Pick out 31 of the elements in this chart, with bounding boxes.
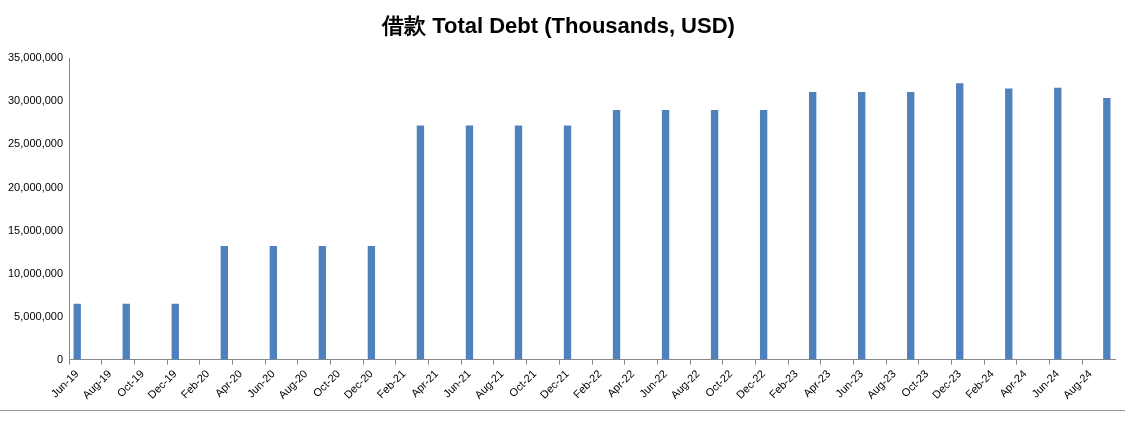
y-tick-label: 20,000,000 bbox=[7, 180, 64, 193]
y-tick-label: 25,000,000 bbox=[7, 137, 64, 150]
bar bbox=[858, 91, 866, 360]
bar bbox=[318, 246, 327, 360]
bar bbox=[907, 91, 915, 360]
bar bbox=[514, 125, 523, 360]
bar bbox=[465, 125, 474, 360]
y-tick-label: 5,000,000 bbox=[14, 309, 64, 322]
bar bbox=[710, 110, 719, 360]
bar bbox=[808, 91, 817, 360]
y-tick-label: 10,000,000 bbox=[7, 266, 64, 279]
bar bbox=[122, 303, 130, 360]
bar bbox=[759, 110, 768, 360]
bar bbox=[416, 125, 425, 360]
chart-title: 借款 Total Debt (Thousands, USD) bbox=[381, 13, 735, 39]
bar bbox=[1054, 87, 1062, 360]
bar bbox=[73, 303, 81, 360]
bar bbox=[1005, 88, 1013, 360]
bar bbox=[1103, 97, 1111, 360]
y-tick-label: 15,000,000 bbox=[7, 223, 64, 236]
bar bbox=[220, 246, 228, 360]
bar bbox=[367, 246, 376, 360]
y-tick-label: 35,000,000 bbox=[7, 51, 64, 64]
bar bbox=[956, 83, 964, 360]
y-tick-label: 30,000,000 bbox=[7, 94, 64, 107]
bar bbox=[269, 246, 278, 360]
bar bbox=[612, 110, 621, 360]
bar bbox=[661, 110, 670, 360]
bar bbox=[563, 125, 572, 360]
y-tick-label: 0 bbox=[56, 352, 64, 365]
bar bbox=[171, 303, 179, 360]
